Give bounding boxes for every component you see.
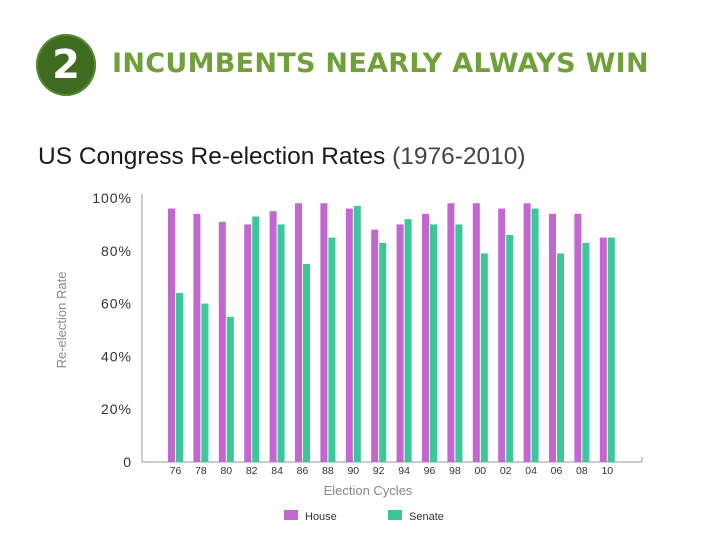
x-tick-label: 04 (525, 465, 537, 477)
slide-header: 2 INCUMBENTS NEARLY ALWAYS WIN (36, 34, 696, 106)
x-tick-label: 90 (347, 465, 359, 477)
senate-bar (607, 237, 615, 462)
senate-legend-label: Senate (409, 511, 444, 523)
house-bar (193, 213, 201, 462)
senate-bar (226, 316, 234, 462)
x-tick-label: 80 (220, 465, 232, 477)
senate-bar (404, 219, 412, 462)
chart-title: US Congress Re-election Rates (38, 143, 386, 170)
x-tick-label: 98 (449, 465, 461, 477)
x-tick-label: 84 (271, 465, 283, 477)
x-tick-label: 86 (297, 465, 309, 477)
y-tick-label: 0 (123, 454, 132, 470)
x-tick-label: 76 (170, 465, 182, 477)
house-bar (168, 208, 175, 462)
x-tick-label: 96 (424, 465, 436, 477)
senate-bar (252, 216, 260, 462)
x-tick-label: 78 (195, 465, 207, 477)
house-bar (269, 211, 277, 462)
senate-bar (303, 264, 310, 462)
y-tick-label: 40% (101, 348, 132, 364)
senate-bar (582, 242, 590, 462)
x-tick-label: 10 (601, 465, 613, 477)
senate-bar (176, 293, 183, 462)
house-bar (244, 224, 252, 462)
house-bar (371, 229, 379, 462)
x-tick-label: 82 (246, 465, 258, 477)
x-axis-label: Election Cycles (324, 483, 413, 498)
senate-bar (277, 224, 285, 462)
chart-subtitle: (1976-2010) (392, 143, 526, 170)
senate-bar (557, 253, 564, 462)
house-bar (218, 221, 226, 462)
x-tick-label: 94 (398, 465, 410, 477)
y-axis-label: Re-election Rate (54, 272, 69, 369)
house-bar (295, 203, 302, 462)
senate-bar (353, 205, 361, 463)
house-bar (396, 224, 404, 462)
senate-bar (455, 224, 463, 462)
senate-bar (328, 237, 336, 462)
house-bar (549, 213, 556, 462)
senate-bar (379, 242, 387, 462)
house-bar (345, 208, 353, 462)
x-tick-label: 02 (500, 465, 512, 477)
x-tick-label: 88 (322, 465, 334, 477)
house-legend-label: House (305, 511, 337, 523)
house-bar (574, 213, 582, 462)
senate-bar (506, 234, 514, 462)
house-legend-swatch (284, 510, 298, 520)
headline: INCUMBENTS NEARLY ALWAYS WIN (112, 48, 649, 79)
chart-title-block: US Congress Re-election Rates (1976-2010… (38, 143, 526, 171)
x-tick-label: 06 (551, 465, 563, 477)
y-tick-label: 100% (92, 190, 132, 206)
x-tick-label: 92 (373, 465, 385, 477)
senate-bar (430, 224, 437, 462)
house-bar (472, 203, 480, 462)
x-tick-label: 00 (474, 465, 486, 477)
house-bar (599, 237, 607, 462)
senate-legend-swatch (388, 510, 402, 520)
senate-bar (531, 208, 539, 462)
y-tick-label: 60% (101, 296, 132, 312)
house-bar (422, 213, 429, 462)
house-bar (320, 203, 328, 462)
house-bar (498, 208, 506, 462)
x-tick-label: 08 (576, 465, 588, 477)
senate-bar (201, 303, 209, 462)
senate-bar (480, 253, 488, 462)
house-bar (523, 203, 531, 462)
house-bar (447, 203, 455, 462)
number-badge: 2 (36, 34, 96, 96)
y-tick-label: 20% (101, 401, 132, 417)
y-tick-label: 80% (101, 243, 132, 259)
